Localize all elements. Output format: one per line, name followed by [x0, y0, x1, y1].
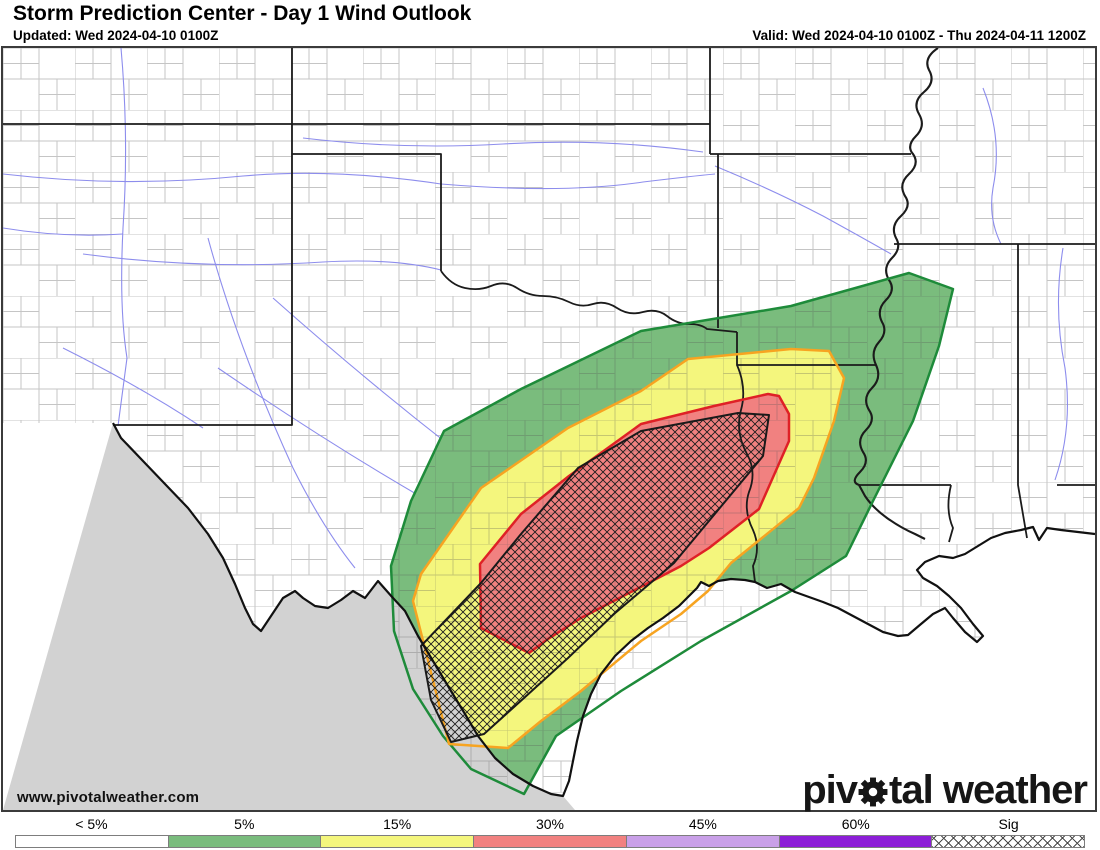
- logo-text-left: piv: [802, 768, 858, 812]
- legend-swatch-30: [473, 835, 627, 848]
- state-borders-layer: [3, 48, 1095, 583]
- gear-icon: [858, 777, 888, 807]
- legend-label-lt5: < 5%: [75, 816, 108, 832]
- risk-outline-5-percent: [389, 271, 955, 796]
- legend-swatch-5: [167, 835, 322, 848]
- logo-text-right: tal weather: [889, 768, 1088, 812]
- significant-wind-area: [420, 412, 770, 743]
- legend-swatch-60: [778, 835, 933, 848]
- legend-swatch-45: [625, 835, 780, 848]
- legend-swatch-15: [320, 835, 475, 848]
- pivotal-weather-logo: piv tal weather: [802, 768, 1088, 812]
- legend-label-30: 30%: [535, 816, 565, 832]
- legend-label-45: 45%: [688, 816, 717, 832]
- legend-label-60: 60%: [841, 816, 870, 832]
- legend-label-5: 5%: [234, 816, 255, 832]
- legend-labels: < 5% 5% 15% 30% 45% 60% Sig: [15, 816, 1085, 832]
- outlook-map: www.pivotalweather.com piv tal weather: [1, 46, 1097, 812]
- valid-timestamp: Valid: Wed 2024-04-10 0100Z - Thu 2024-0…: [752, 28, 1086, 43]
- updated-timestamp: Updated: Wed 2024-04-10 0100Z: [13, 28, 219, 43]
- basemap-svg: [3, 48, 1095, 810]
- legend-bar: [15, 835, 1086, 848]
- legend-label-15: 15%: [383, 816, 412, 832]
- coastline: [112, 422, 1095, 798]
- legend-swatch-sig: [931, 835, 1086, 848]
- legend-label-sig: Sig: [998, 816, 1019, 832]
- watermark-url: www.pivotalweather.com: [17, 789, 200, 806]
- legend: < 5% 5% 15% 30% 45% 60% Sig: [15, 816, 1086, 848]
- legend-swatch-lt5: [15, 835, 169, 848]
- page-title: Storm Prediction Center - Day 1 Wind Out…: [13, 2, 472, 25]
